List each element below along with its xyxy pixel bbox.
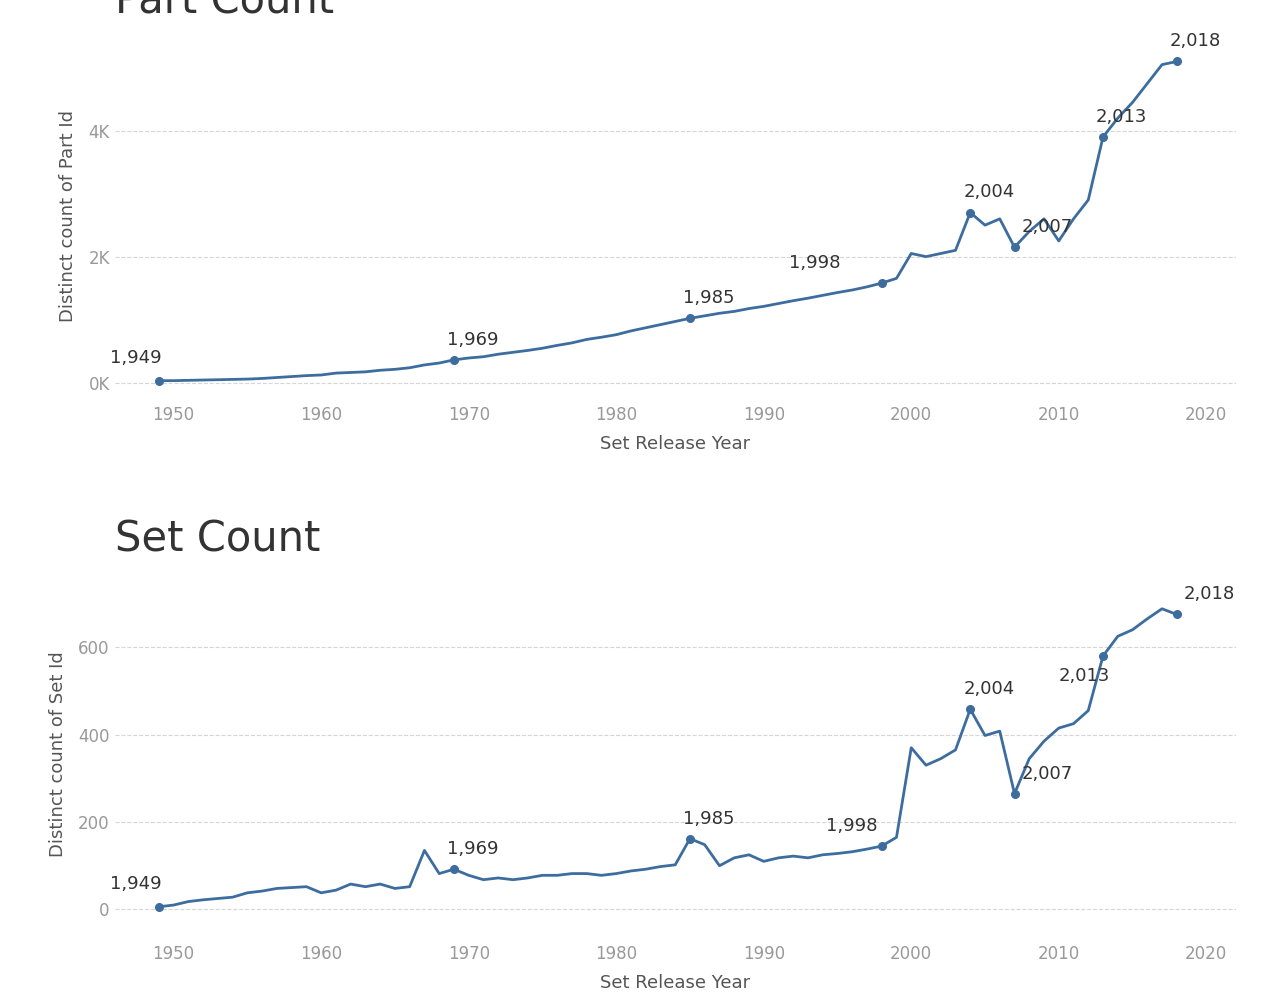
Text: 2,013: 2,013 [1096, 108, 1148, 126]
Text: 2,018: 2,018 [1170, 32, 1220, 50]
X-axis label: Set Release Year: Set Release Year [600, 435, 750, 453]
Text: 2,004: 2,004 [963, 680, 1014, 698]
Y-axis label: Distinct count of Set Id: Distinct count of Set Id [50, 651, 68, 857]
Text: 2,018: 2,018 [1184, 585, 1235, 603]
Text: 2,007: 2,007 [1022, 218, 1073, 236]
Text: 1,985: 1,985 [683, 289, 735, 307]
Text: Set Count: Set Count [115, 519, 320, 561]
Y-axis label: Distinct count of Part Id: Distinct count of Part Id [59, 110, 78, 322]
Text: 1,949: 1,949 [111, 875, 162, 893]
Text: 1,998: 1,998 [826, 817, 878, 835]
Text: 2,007: 2,007 [1022, 765, 1073, 783]
Text: Part Count: Part Count [115, 0, 334, 22]
Text: 1,949: 1,949 [111, 349, 162, 367]
Text: 2,013: 2,013 [1059, 667, 1110, 685]
Text: 1,998: 1,998 [789, 254, 840, 272]
Text: 1,985: 1,985 [683, 810, 735, 828]
Text: 1,969: 1,969 [447, 331, 498, 349]
X-axis label: Set Release Year: Set Release Year [600, 974, 750, 992]
Text: 1,969: 1,969 [447, 840, 498, 858]
Text: 2,004: 2,004 [963, 183, 1014, 201]
